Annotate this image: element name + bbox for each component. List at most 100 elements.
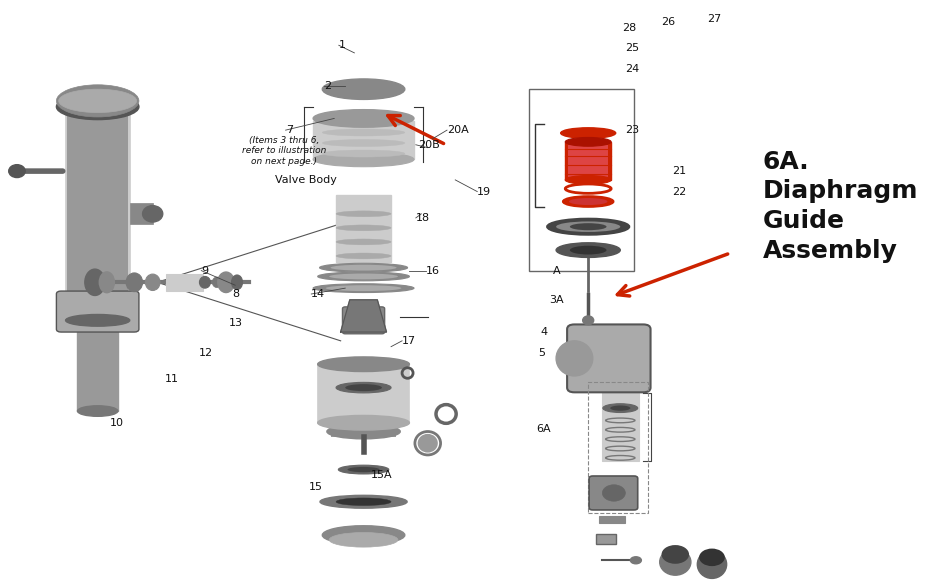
Ellipse shape xyxy=(322,139,405,146)
Text: 15: 15 xyxy=(309,482,323,492)
Ellipse shape xyxy=(631,557,641,564)
Text: 20A: 20A xyxy=(447,125,468,135)
Bar xyxy=(599,516,625,523)
Ellipse shape xyxy=(336,498,391,506)
Bar xyxy=(565,142,611,180)
Ellipse shape xyxy=(699,549,725,566)
Text: Valve Body: Valve Body xyxy=(275,175,336,185)
Ellipse shape xyxy=(314,284,414,293)
FancyBboxPatch shape xyxy=(567,325,651,392)
Text: 1: 1 xyxy=(339,41,346,51)
Ellipse shape xyxy=(659,549,691,575)
Text: 18: 18 xyxy=(416,213,430,223)
Ellipse shape xyxy=(59,89,137,112)
Ellipse shape xyxy=(348,467,380,472)
Ellipse shape xyxy=(317,416,409,430)
Ellipse shape xyxy=(556,222,620,232)
Text: 16: 16 xyxy=(426,266,440,276)
Bar xyxy=(66,107,130,329)
Text: 14: 14 xyxy=(312,289,326,299)
Text: 22: 22 xyxy=(673,186,687,196)
Ellipse shape xyxy=(697,550,727,579)
Ellipse shape xyxy=(560,128,616,138)
Text: 2: 2 xyxy=(324,81,332,91)
Text: 4: 4 xyxy=(541,327,547,337)
Bar xyxy=(568,145,608,177)
Text: 11: 11 xyxy=(164,374,179,384)
Ellipse shape xyxy=(331,265,396,270)
Ellipse shape xyxy=(319,263,408,272)
Ellipse shape xyxy=(78,406,118,416)
Ellipse shape xyxy=(200,276,211,288)
Ellipse shape xyxy=(556,243,620,258)
Ellipse shape xyxy=(330,533,398,547)
Bar xyxy=(317,364,409,423)
Ellipse shape xyxy=(336,211,391,217)
Text: 27: 27 xyxy=(708,14,722,24)
Ellipse shape xyxy=(610,406,631,411)
Text: (Items 3 thru 6,
refer to illustration
on next page.): (Items 3 thru 6, refer to illustration o… xyxy=(241,136,326,165)
Ellipse shape xyxy=(56,94,139,119)
Ellipse shape xyxy=(326,285,402,291)
Text: 13: 13 xyxy=(229,318,243,328)
Bar xyxy=(314,121,414,159)
Ellipse shape xyxy=(232,275,242,290)
Ellipse shape xyxy=(570,223,606,230)
Text: 25: 25 xyxy=(625,43,639,53)
Text: 7: 7 xyxy=(286,125,293,135)
Bar xyxy=(332,423,395,437)
Text: 20B: 20B xyxy=(418,140,440,150)
Ellipse shape xyxy=(330,273,398,279)
Ellipse shape xyxy=(338,465,389,474)
Text: 26: 26 xyxy=(661,17,675,27)
Text: 17: 17 xyxy=(402,336,416,346)
Bar xyxy=(588,382,648,513)
Ellipse shape xyxy=(322,150,405,157)
Ellipse shape xyxy=(317,357,409,372)
Ellipse shape xyxy=(602,485,625,501)
FancyBboxPatch shape xyxy=(589,476,637,510)
Ellipse shape xyxy=(85,269,105,295)
Ellipse shape xyxy=(212,277,221,288)
Ellipse shape xyxy=(569,198,607,205)
FancyBboxPatch shape xyxy=(342,307,385,334)
Bar xyxy=(166,273,203,291)
Text: 6A.
Diaphragm
Guide
Assembly: 6A. Diaphragm Guide Assembly xyxy=(763,150,918,263)
Text: 23: 23 xyxy=(625,125,639,135)
Ellipse shape xyxy=(582,316,594,325)
Ellipse shape xyxy=(565,138,611,146)
Ellipse shape xyxy=(126,273,142,292)
Ellipse shape xyxy=(603,404,637,413)
Text: A: A xyxy=(553,266,560,276)
Bar xyxy=(336,195,391,262)
Ellipse shape xyxy=(418,434,438,453)
Ellipse shape xyxy=(320,495,408,508)
Ellipse shape xyxy=(345,384,382,391)
Ellipse shape xyxy=(218,272,235,293)
Ellipse shape xyxy=(142,206,162,222)
Ellipse shape xyxy=(322,526,405,544)
Ellipse shape xyxy=(327,424,400,439)
Text: 3A: 3A xyxy=(549,295,563,305)
Ellipse shape xyxy=(336,239,391,245)
FancyBboxPatch shape xyxy=(56,291,139,332)
Ellipse shape xyxy=(145,274,160,290)
Bar xyxy=(78,323,118,411)
Ellipse shape xyxy=(322,79,405,99)
Ellipse shape xyxy=(565,175,611,184)
Ellipse shape xyxy=(314,109,414,127)
Text: 28: 28 xyxy=(622,23,636,33)
Text: 10: 10 xyxy=(109,417,124,427)
Bar xyxy=(528,89,634,270)
Ellipse shape xyxy=(570,246,606,255)
Ellipse shape xyxy=(556,341,593,376)
Text: 9: 9 xyxy=(201,266,208,276)
Ellipse shape xyxy=(336,253,391,259)
Bar xyxy=(602,390,638,461)
Ellipse shape xyxy=(563,196,614,207)
Ellipse shape xyxy=(322,129,405,136)
Text: 6A: 6A xyxy=(536,423,551,433)
Text: 15A: 15A xyxy=(370,470,392,480)
Bar xyxy=(67,107,128,329)
Text: 24: 24 xyxy=(625,64,639,74)
